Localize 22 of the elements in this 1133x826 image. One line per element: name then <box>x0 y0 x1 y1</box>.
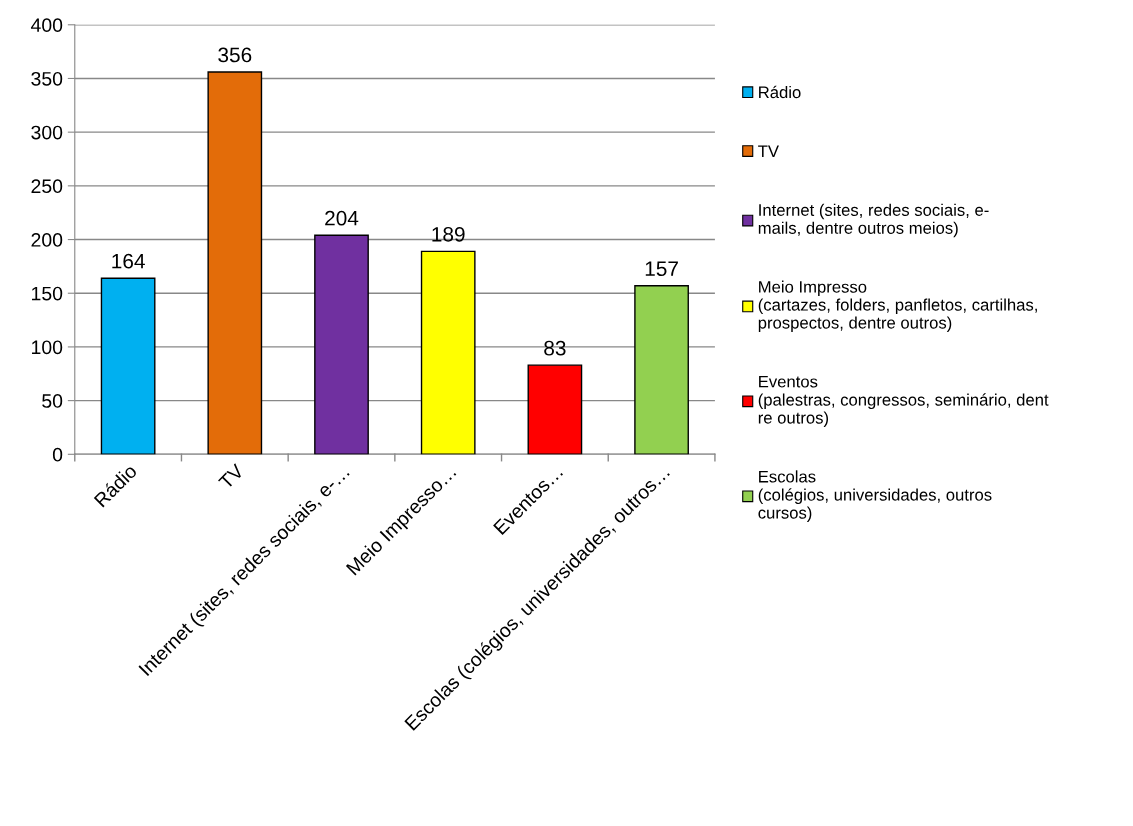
legend-label: Meio Impresso (cartazes, folders, panfletos, cartilhas, prospectos, dentre outros) <box>758 280 1037 332</box>
y-tick-label: 350 <box>31 71 63 86</box>
y-tick-label: 400 <box>30 18 63 33</box>
legend-label: TV <box>758 145 779 157</box>
legend-label: Eventos (palestras, congressos, seminário, dent re outros) <box>758 375 1049 427</box>
data-label: 164 <box>112 253 145 269</box>
y-tick-label: 300 <box>31 125 63 140</box>
data-label: 204 <box>325 210 359 226</box>
y-tick-label: 0 <box>52 447 63 462</box>
legend-label: Rádio <box>759 85 801 99</box>
legend-label: Internet (sites, redes sociais, e- mails, dentre outros meios) <box>758 203 989 238</box>
data-label: 157 <box>645 261 678 277</box>
data-label: 83 <box>544 340 566 356</box>
y-tick-label: 250 <box>31 179 63 194</box>
data-label: 189 <box>432 226 465 242</box>
y-tick-label: 50 <box>42 394 63 408</box>
legend-label: Escolas (colégios, universidades, outros cursos) <box>758 470 992 522</box>
data-label: 356 <box>218 47 252 63</box>
y-tick-label: 100 <box>32 340 63 355</box>
y-tick-label: 200 <box>31 233 63 247</box>
x-tick-label: TV <box>218 463 245 490</box>
y-tick-label: 150 <box>32 286 63 301</box>
